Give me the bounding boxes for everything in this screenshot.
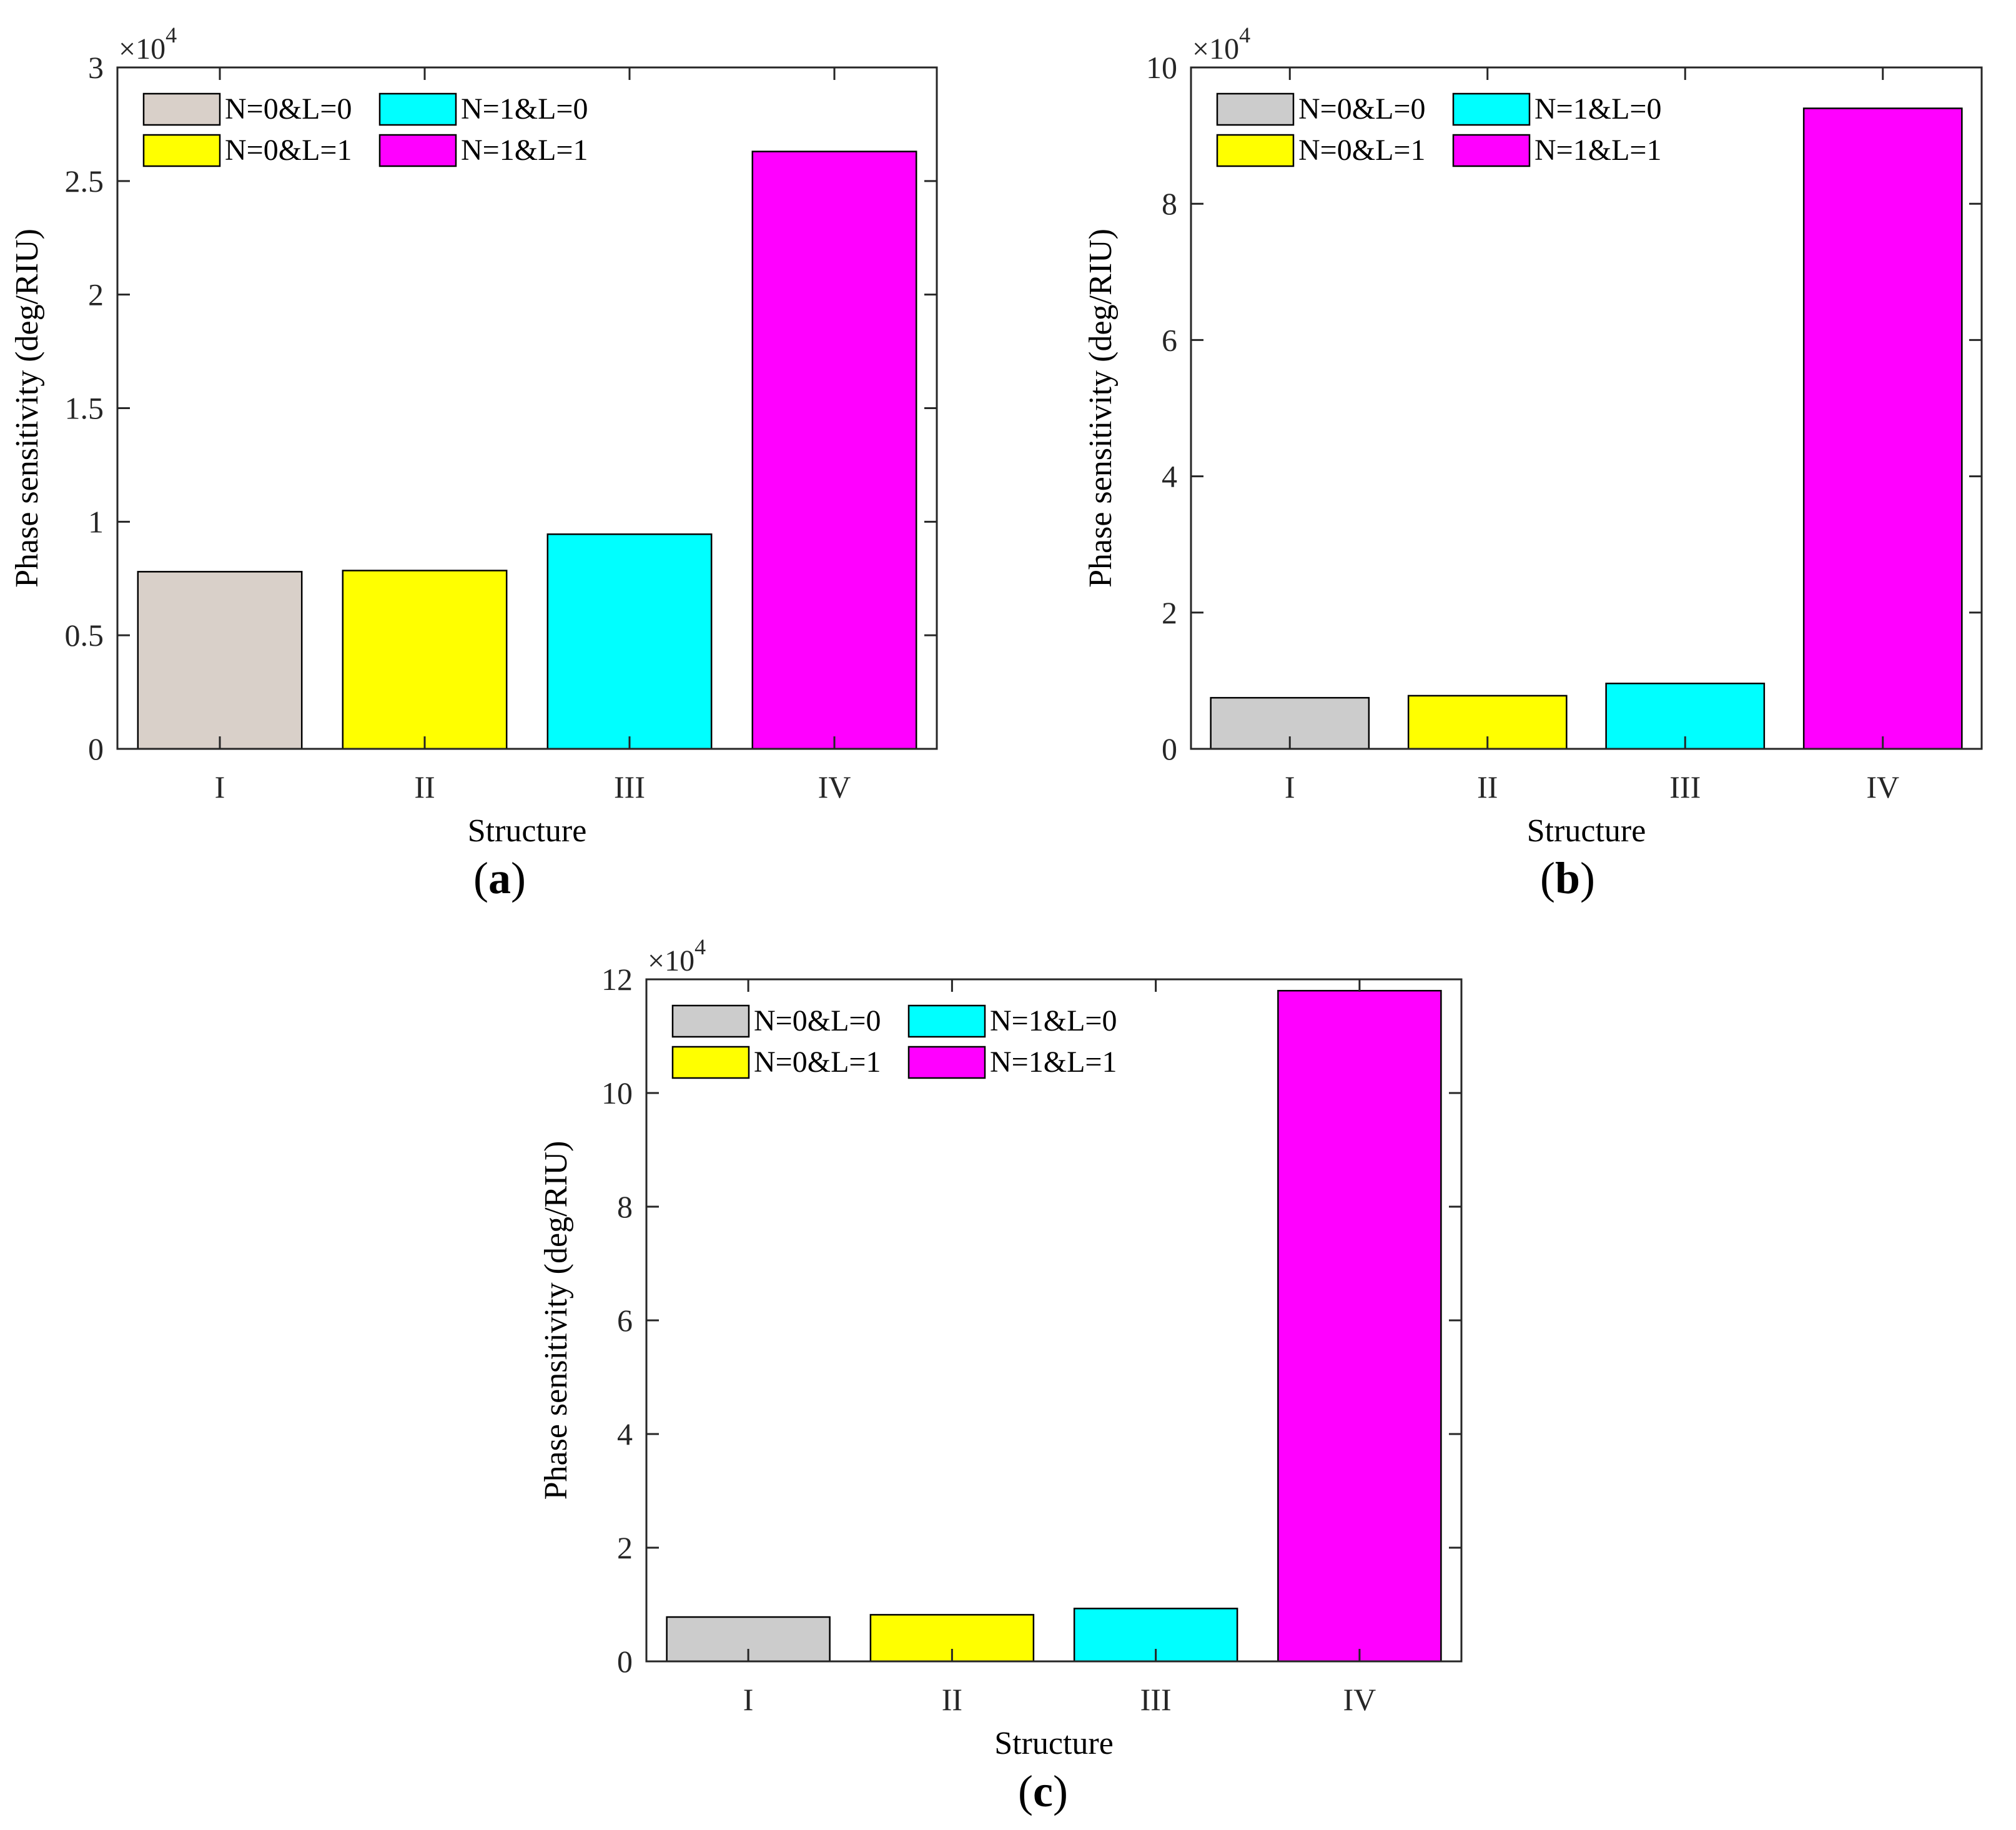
panel-caption: (a) [473, 853, 526, 903]
legend-swatch [1216, 92, 1295, 126]
legend-swatch [671, 1004, 750, 1038]
y-exponent-label: ×104 [648, 934, 706, 977]
panel-caption: (c) [1018, 1766, 1068, 1816]
y-tick-label: 8 [1162, 186, 1177, 221]
y-tick-label: 0 [88, 731, 104, 766]
y-tick-label: 3 [88, 50, 104, 85]
legend: N=0&L=0 N=1&L=0 N=0&L=1 N=1&L=1 [671, 1004, 1117, 1079]
y-tick-label: 1 [88, 504, 104, 539]
x-tick-label: IV [1866, 769, 1899, 804]
legend-entry-label: N=1&L=0 [461, 92, 588, 126]
x-tick-label: I [743, 1682, 754, 1717]
y-exponent-label: ×104 [119, 22, 177, 66]
chart-panel-a: 00.511.522.53I II III IV×104StructurePhase … [9, 22, 938, 903]
y-tick-label: 0 [617, 1644, 633, 1679]
x-tick-label: III [1140, 1682, 1172, 1717]
legend-swatch [1216, 134, 1295, 167]
legend: N=0&L=0 N=1&L=0 N=0&L=1 N=1&L=1 [1216, 92, 1661, 167]
legend-swatch [378, 134, 457, 167]
legend-entry-label: N=1&L=1 [461, 134, 588, 167]
legend-swatch [1452, 134, 1531, 167]
x-axis-label: Structure [994, 1726, 1114, 1761]
y-tick-label: 6 [617, 1303, 633, 1338]
y-tick-label: 2 [617, 1530, 633, 1565]
legend-entry-label: N=0&L=1 [754, 1046, 881, 1079]
legend-swatch [1452, 92, 1531, 126]
x-tick-label: III [1669, 769, 1701, 804]
legend-entry-label: N=1&L=1 [990, 1046, 1117, 1079]
y-tick-label: 1.5 [65, 391, 104, 426]
legend-entry-label: N=0&L=0 [1298, 92, 1425, 126]
legend-entry-label: N=0&L=0 [754, 1004, 881, 1037]
x-axis-label: Structure [1527, 813, 1646, 849]
y-tick-label: 10 [601, 1076, 633, 1110]
panel-caption: (b) [1540, 853, 1595, 903]
y-tick-label: 2 [1162, 595, 1177, 630]
y-tick-label: 2.5 [65, 164, 104, 199]
legend-entry-label: N=1&L=0 [990, 1004, 1117, 1037]
legend-entry-label: N=0&L=0 [225, 92, 352, 126]
y-tick-label: 8 [617, 1189, 633, 1224]
x-tick-label: II [1477, 769, 1498, 804]
legend-entry-label: N=0&L=1 [225, 134, 352, 167]
x-tick-label: I [215, 769, 225, 804]
y-tick-label: 0.5 [65, 618, 104, 653]
bar-ii [342, 570, 508, 750]
y-tick-label: 10 [1146, 50, 1177, 85]
x-tick-label: IV [818, 769, 851, 804]
x-tick-label: II [942, 1682, 962, 1717]
legend-swatch [671, 1046, 750, 1079]
x-tick-label: II [414, 769, 435, 804]
x-tick-label: I [1285, 769, 1295, 804]
y-tick-label: 0 [1162, 731, 1177, 766]
axes-box [1190, 66, 1983, 750]
legend-swatch [142, 134, 221, 167]
x-tick-label: III [614, 769, 645, 804]
y-exponent-label: ×104 [1192, 22, 1250, 66]
legend-swatch [142, 92, 221, 126]
legend: N=0&L=0 N=1&L=0 N=0&L=1 N=1&L=1 [142, 92, 588, 167]
legend-swatch [907, 1004, 986, 1038]
legend-entry-label: N=1&L=1 [1534, 134, 1661, 167]
legend-swatch [907, 1046, 986, 1079]
bar-iv [1277, 989, 1442, 1663]
x-tick-label: IV [1343, 1682, 1376, 1717]
legend-swatch [378, 92, 457, 126]
bar-i [137, 571, 303, 750]
y-axis-label: Phase sensitivity (deg/RIU) [1083, 229, 1119, 588]
y-tick-label: 4 [617, 1417, 633, 1452]
bar-iii [546, 533, 713, 750]
x-axis-label: Structure [468, 813, 587, 849]
bar-iv [1802, 107, 1963, 750]
y-axis-label: Phase sensitivity (deg/RIU) [538, 1141, 574, 1500]
y-axis-label: Phase sensitivity (deg/RIU) [9, 229, 45, 588]
y-tick-label: 6 [1162, 322, 1177, 357]
legend-entry-label: N=1&L=0 [1534, 92, 1661, 126]
legend-entry-label: N=0&L=1 [1298, 134, 1425, 167]
y-tick-label: 2 [88, 277, 104, 312]
y-tick-label: 12 [601, 962, 633, 997]
bar-iv [751, 151, 917, 750]
y-tick-label: 4 [1162, 459, 1177, 494]
